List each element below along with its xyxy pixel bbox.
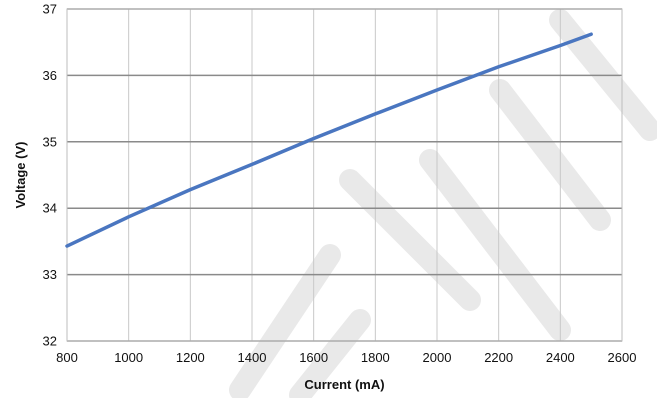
series-line	[65, 32, 593, 248]
x-tick-label: 2600	[608, 350, 637, 365]
y-tick-labels: 32 33 34 35 36 37	[43, 2, 57, 349]
y-tick-label: 37	[43, 2, 57, 17]
x-tick-labels: 800 1000 1200 1400 1600 1800 2000 2200 2400 2600	[56, 350, 636, 365]
y-axis-title: Voltage (V)	[13, 142, 28, 209]
y-tick-label: 32	[43, 334, 57, 349]
x-tick-label: 800	[56, 350, 78, 365]
series-layer	[65, 32, 593, 248]
plot-frame	[66, 8, 623, 342]
y-tick-label: 36	[43, 68, 57, 83]
y-tick-label: 34	[43, 201, 57, 216]
x-tick-label: 2400	[546, 350, 575, 365]
y-tick-label: 35	[43, 134, 57, 149]
x-tick-label: 2200	[484, 350, 513, 365]
x-axis-title: Current (mA)	[304, 377, 384, 392]
y-tick-label: 33	[43, 267, 57, 282]
x-tick-label: 1400	[238, 350, 267, 365]
x-tick-label: 2000	[423, 350, 452, 365]
x-tick-label: 1200	[176, 350, 205, 365]
x-tick-label: 1800	[361, 350, 390, 365]
x-tick-label: 1600	[299, 350, 328, 365]
x-tick-label: 1000	[114, 350, 143, 365]
